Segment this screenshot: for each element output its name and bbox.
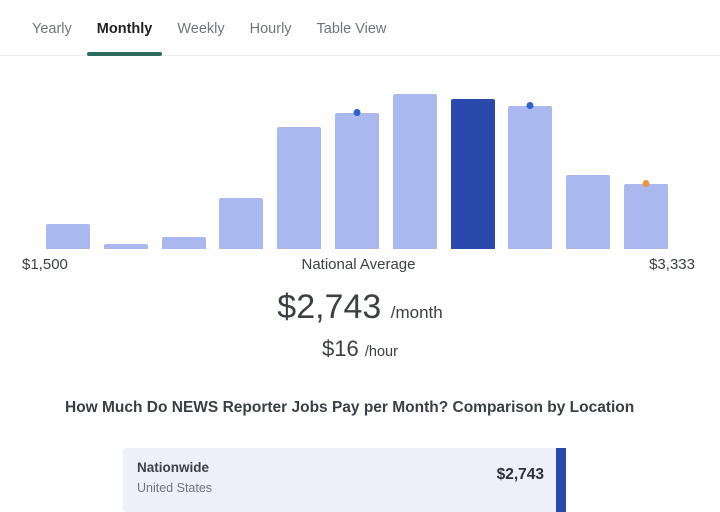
location-salary-value: $2,743 bbox=[496, 466, 544, 483]
histogram-bar[interactable] bbox=[392, 94, 437, 249]
location-name: Nationwide bbox=[137, 460, 210, 475]
tab-table-view[interactable]: Table View bbox=[316, 21, 387, 37]
histogram-bar-highlighted[interactable] bbox=[450, 98, 495, 249]
monthly-average-unit: /month bbox=[390, 303, 443, 322]
hourly-average: $16 /hour bbox=[0, 336, 720, 365]
hourly-average-value: $16 bbox=[322, 336, 359, 361]
distribution-marker-dot bbox=[353, 108, 361, 116]
distribution-marker-dot bbox=[642, 179, 650, 187]
monthly-average: $2,743 /month bbox=[0, 287, 720, 333]
period-tabbar: Yearly Monthly Weekly Hourly Table View bbox=[0, 0, 720, 56]
tab-yearly[interactable]: Yearly bbox=[32, 21, 72, 37]
histogram-bar[interactable] bbox=[508, 102, 553, 249]
histogram-bar[interactable] bbox=[334, 108, 379, 249]
distribution-marker-dot bbox=[526, 102, 534, 110]
location-sublabel: United States bbox=[137, 481, 213, 495]
tab-hourly[interactable]: Hourly bbox=[249, 21, 292, 37]
monthly-average-value: $2,743 bbox=[277, 288, 382, 326]
histogram-bar[interactable] bbox=[566, 174, 611, 249]
histogram bbox=[46, 94, 668, 249]
tab-monthly[interactable]: Monthly bbox=[86, 18, 162, 56]
tab-weekly[interactable]: Weekly bbox=[177, 21, 225, 37]
location-panel: Nationwide United States $2,743 bbox=[123, 448, 556, 512]
comparison-heading: How Much Do NEWS Reporter Jobs Pay per M… bbox=[65, 399, 635, 416]
axis-min-label: $1,500 bbox=[22, 256, 68, 273]
hourly-average-unit: /hour bbox=[364, 344, 398, 360]
axis-national-average-label: National Average bbox=[301, 256, 416, 273]
histogram-bar[interactable] bbox=[277, 126, 322, 249]
axis-labels: $1,500 National Average $3,333 bbox=[22, 255, 695, 275]
axis-max-label: $3,333 bbox=[649, 256, 695, 273]
national-average-block: $2,743 /month $16 /hour bbox=[0, 287, 720, 365]
histogram-bar[interactable] bbox=[103, 244, 148, 249]
location-bar-endcap bbox=[556, 448, 566, 512]
histogram-bar[interactable] bbox=[161, 236, 206, 249]
histogram-bar[interactable] bbox=[46, 224, 90, 249]
location-row-nationwide[interactable]: Nationwide United States $2,743 bbox=[123, 448, 566, 512]
histogram-bar[interactable] bbox=[623, 179, 668, 249]
histogram-bar[interactable] bbox=[219, 197, 264, 249]
